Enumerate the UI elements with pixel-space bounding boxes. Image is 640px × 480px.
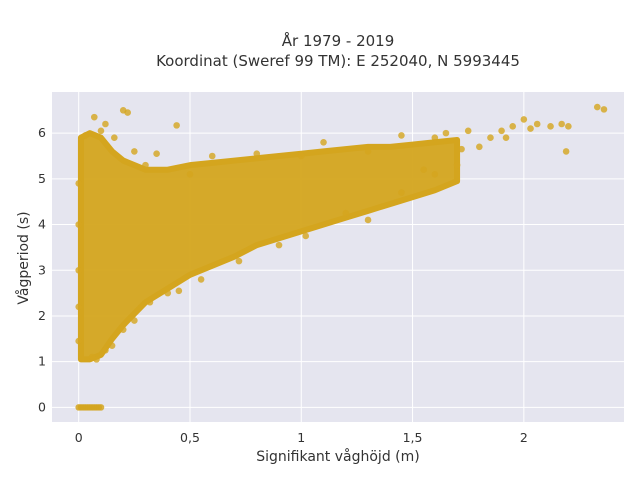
x-tick-label: 0 <box>75 430 83 445</box>
x-tick-label: 1,5 <box>403 430 423 445</box>
data-point <box>97 404 105 411</box>
x-tick-label: 2 <box>520 430 528 445</box>
data-point <box>398 189 405 196</box>
data-point <box>527 125 534 132</box>
data-point <box>558 120 565 128</box>
data-point <box>275 241 283 249</box>
y-tick-label: 3 <box>38 262 46 277</box>
y-axis-label: Vågperiod (s) <box>15 211 32 304</box>
data-point <box>131 148 138 155</box>
data-point <box>502 134 510 142</box>
data-point <box>364 148 372 155</box>
data-point <box>547 122 554 130</box>
data-point <box>253 150 261 158</box>
data-point <box>464 127 472 135</box>
chart-title-line-2: Koordinat (Sweref 99 TM): E 252040, N 59… <box>156 52 520 70</box>
data-point <box>102 346 109 354</box>
data-point <box>102 120 109 128</box>
data-point <box>509 122 517 130</box>
data-point <box>458 145 465 153</box>
data-point <box>90 113 98 121</box>
data-point <box>593 103 601 111</box>
data-point <box>146 298 154 306</box>
data-point <box>235 257 243 265</box>
data-point <box>431 134 439 142</box>
data-point <box>82 132 89 139</box>
data-point <box>533 120 541 128</box>
data-point <box>173 122 180 129</box>
data-points <box>75 103 608 411</box>
data-point <box>476 143 483 151</box>
data-point <box>562 148 570 155</box>
data-point <box>175 287 183 295</box>
data-point <box>75 266 83 274</box>
data-point <box>364 216 372 224</box>
data-point <box>153 150 160 158</box>
data-point <box>119 326 127 333</box>
y-tick-label: 2 <box>38 308 46 323</box>
data-point <box>442 129 450 137</box>
chart-title-line-1: År 1979 - 2019 <box>282 31 395 50</box>
data-point <box>297 152 305 160</box>
y-tick-label: 4 <box>38 217 46 232</box>
data-point <box>398 132 405 139</box>
data-point <box>498 127 505 135</box>
data-point <box>302 232 310 240</box>
data-point <box>97 127 105 135</box>
data-point <box>131 317 138 324</box>
x-tick-labels: 0 0,5 1 1,5 2 <box>75 430 528 445</box>
x-tick-label: 0,5 <box>180 430 200 445</box>
data-point <box>520 116 528 123</box>
data-point <box>420 166 427 174</box>
data-point <box>453 161 461 169</box>
data-point <box>108 342 116 349</box>
data-point <box>186 170 194 178</box>
data-point <box>124 109 131 116</box>
data-point <box>88 353 96 361</box>
data-point <box>164 289 172 297</box>
data-point <box>342 209 350 217</box>
data-point <box>197 276 205 283</box>
y-tick-label: 6 <box>38 125 46 140</box>
x-tick-label: 1 <box>297 430 305 445</box>
dense-point-cloud <box>77 130 461 363</box>
data-point <box>75 221 83 228</box>
y-tick-labels: 0 1 2 3 4 5 6 <box>38 125 46 414</box>
data-point <box>111 134 118 142</box>
y-tick-label: 1 <box>38 354 46 369</box>
x-axis-label: Signifikant våghöjd (m) <box>256 448 419 465</box>
data-point <box>565 122 572 130</box>
y-tick-label: 5 <box>38 171 46 186</box>
data-point <box>208 152 216 160</box>
data-point <box>431 170 439 178</box>
data-point <box>600 106 608 113</box>
data-point <box>75 180 83 187</box>
data-point <box>75 303 83 311</box>
y-tick-label: 0 <box>38 399 46 414</box>
data-point <box>142 161 149 169</box>
data-point <box>320 138 327 146</box>
data-point <box>75 337 83 345</box>
data-point <box>487 134 494 142</box>
